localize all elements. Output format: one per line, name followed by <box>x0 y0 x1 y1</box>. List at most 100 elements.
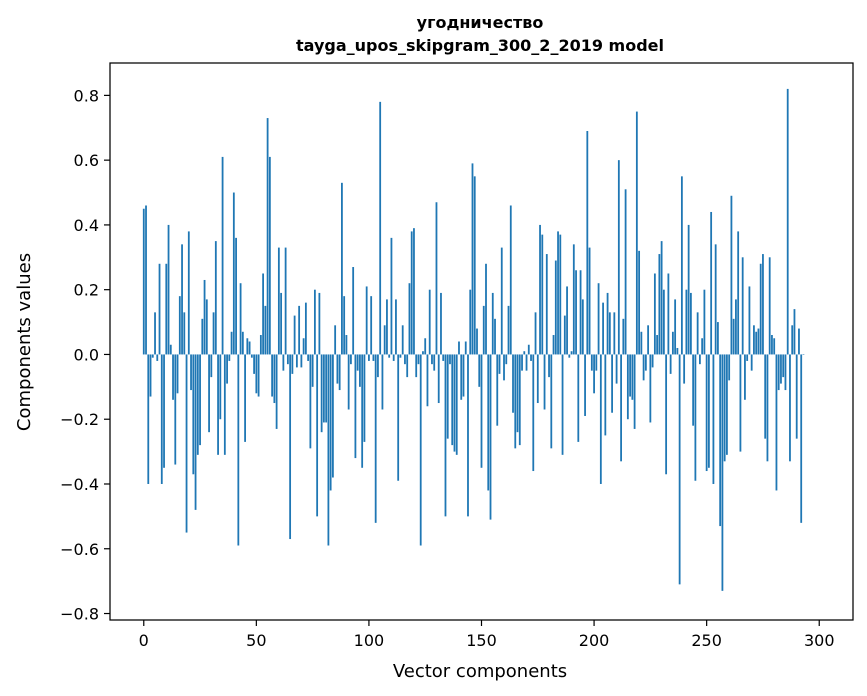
bar-216 <box>629 354 631 397</box>
bar-179 <box>545 254 548 355</box>
bar-187 <box>563 315 566 355</box>
bar-79 <box>320 354 323 433</box>
bar-137 <box>451 354 454 446</box>
bar-289 <box>793 309 796 355</box>
bar-198 <box>588 247 591 355</box>
chart-title-line1: угодничество <box>417 13 544 32</box>
bar-226 <box>651 354 654 368</box>
bar-223 <box>644 354 647 371</box>
bar-190 <box>570 351 573 355</box>
bar-210 <box>615 354 618 384</box>
bar-53 <box>262 273 264 355</box>
bar-263 <box>735 299 737 355</box>
bar-series <box>142 88 805 591</box>
bar-245 <box>694 354 697 481</box>
bar-85 <box>334 325 337 355</box>
bar-25 <box>199 354 201 446</box>
bar-105 <box>379 101 382 355</box>
bar-59 <box>275 354 278 429</box>
x-axis-ticks: 0 50 100 150 200 250 300 <box>139 620 835 650</box>
bar-224 <box>647 325 650 355</box>
bar-128 <box>431 354 433 365</box>
bar-21 <box>190 354 192 391</box>
bar-264 <box>737 231 740 355</box>
bar-50 <box>255 354 258 394</box>
bar-228 <box>656 335 659 355</box>
bar-100 <box>368 354 370 361</box>
bar-32 <box>214 241 217 355</box>
bar-37 <box>226 354 228 384</box>
bar-62 <box>282 354 285 371</box>
bar-54 <box>264 305 267 355</box>
bar-261 <box>730 195 733 355</box>
bar-257 <box>721 354 724 591</box>
bar-256 <box>719 354 722 527</box>
bar-250 <box>705 354 708 472</box>
bar-279 <box>771 335 773 355</box>
bar-56 <box>268 156 271 355</box>
bar-69 <box>298 305 301 355</box>
bar-169 <box>523 351 526 355</box>
y-tick-label: 0.2 <box>74 281 99 300</box>
bar-208 <box>611 354 613 413</box>
bar-238 <box>678 354 681 585</box>
bar-125 <box>424 338 427 355</box>
bar-155 <box>491 292 494 355</box>
bar-106 <box>381 354 384 410</box>
bar-276 <box>764 354 767 439</box>
bar-131 <box>437 354 440 404</box>
bar-285 <box>784 354 787 391</box>
bar-102 <box>372 354 375 361</box>
bar-246 <box>696 312 699 355</box>
x-tick-label: 150 <box>466 631 497 650</box>
bar-136 <box>449 354 451 365</box>
bar-181 <box>550 354 553 449</box>
bar-147 <box>473 176 476 355</box>
bar-30 <box>210 354 213 378</box>
bar-280 <box>773 338 776 355</box>
bar-240 <box>683 354 686 384</box>
bar-287 <box>789 354 791 462</box>
bar-193 <box>577 354 580 442</box>
bar-47 <box>248 341 251 355</box>
bar-231 <box>662 289 665 355</box>
bar-239 <box>680 176 683 355</box>
bar-141 <box>460 354 463 400</box>
bar-29 <box>208 354 210 433</box>
bar-93 <box>352 267 355 355</box>
bar-49 <box>253 354 255 374</box>
bar-133 <box>442 354 445 361</box>
bar-191 <box>572 244 575 355</box>
bar-65 <box>289 354 292 540</box>
bar-293 <box>802 354 805 355</box>
bar-99 <box>365 286 368 355</box>
bar-6 <box>156 354 159 361</box>
bar-236 <box>674 299 677 355</box>
bar-24 <box>196 354 199 455</box>
bar-13 <box>172 354 174 400</box>
bar-227 <box>653 273 656 355</box>
bar-78 <box>318 292 321 355</box>
bar-206 <box>606 292 609 355</box>
bar-96 <box>359 354 361 387</box>
bar-242 <box>687 224 690 355</box>
bar-73 <box>307 354 310 361</box>
bar-35 <box>221 156 224 355</box>
bar-36 <box>223 354 226 455</box>
bar-15 <box>176 354 179 394</box>
bar-277 <box>766 354 769 462</box>
bar-255 <box>717 322 719 355</box>
bar-132 <box>440 292 442 355</box>
bar-63 <box>284 247 287 355</box>
bar-233 <box>667 273 670 355</box>
bar-167 <box>518 354 521 446</box>
bar-139 <box>455 354 458 455</box>
bar-244 <box>692 354 695 426</box>
bar-66 <box>291 354 294 374</box>
bar-108 <box>386 299 388 355</box>
bar-243 <box>689 292 692 355</box>
bar-55 <box>266 118 269 355</box>
bar-26 <box>201 318 204 355</box>
bar-163 <box>509 205 512 355</box>
